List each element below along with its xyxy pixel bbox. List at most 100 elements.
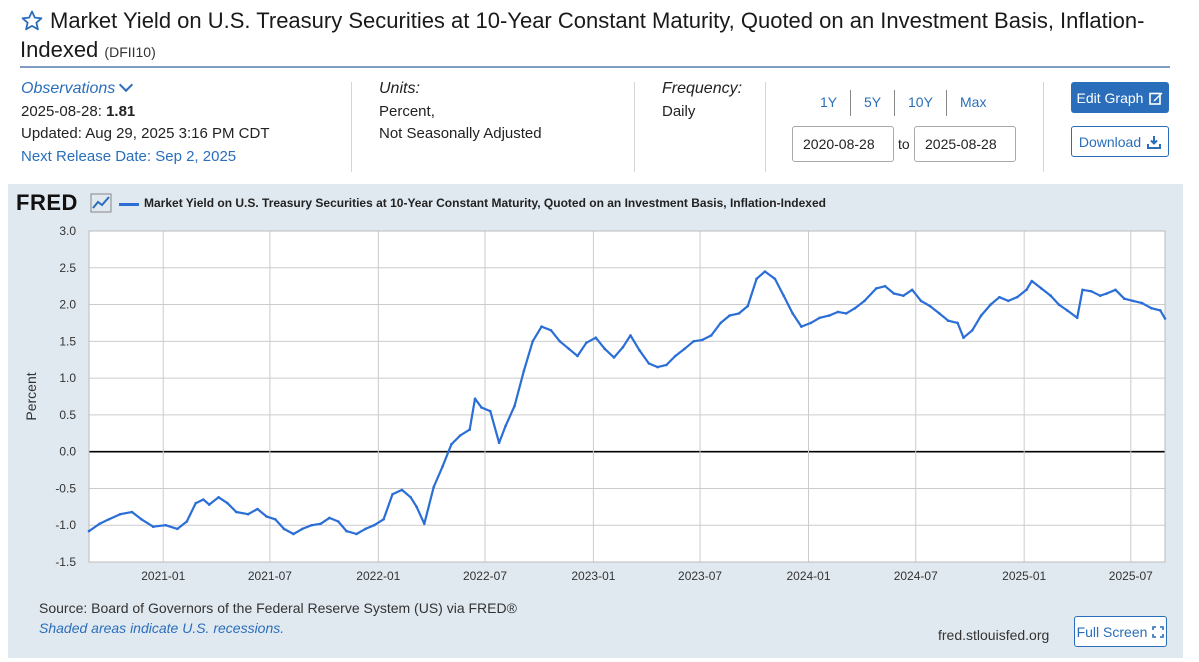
edit-icon xyxy=(1149,92,1163,105)
data-point xyxy=(1114,288,1117,292)
data-point xyxy=(863,299,866,303)
range-5y-button[interactable]: 5Y xyxy=(864,94,882,110)
range-max-button[interactable]: Max xyxy=(960,94,987,110)
data-point xyxy=(558,340,562,343)
data-point xyxy=(176,527,179,531)
data-point xyxy=(489,409,492,413)
data-point xyxy=(919,299,923,303)
x-tick-label: 2022-01 xyxy=(356,569,400,583)
data-point xyxy=(409,496,413,499)
data-point xyxy=(728,314,731,317)
data-point xyxy=(818,316,821,320)
x-tick-label: 2023-07 xyxy=(678,569,722,583)
y-tick-label: -1.0 xyxy=(55,518,76,532)
data-point xyxy=(1131,299,1135,303)
legend-label: Market Yield on U.S. Treasury Securities… xyxy=(144,196,826,210)
series-line xyxy=(88,270,1166,536)
data-point xyxy=(629,334,632,337)
x-tick-label: 2021-07 xyxy=(248,569,292,583)
data-point xyxy=(282,527,286,531)
data-point xyxy=(194,501,197,505)
data-point xyxy=(1140,301,1144,305)
data-point xyxy=(337,520,340,523)
data-point xyxy=(809,321,813,325)
data-point xyxy=(1057,303,1061,306)
data-point xyxy=(458,434,462,437)
title-line-1: Market Yield on U.S. Treasury Securities… xyxy=(50,8,1145,33)
data-point xyxy=(1040,287,1043,290)
divider xyxy=(894,90,895,116)
data-point xyxy=(164,523,167,527)
data-point xyxy=(989,303,992,306)
divider xyxy=(850,90,851,116)
data-point xyxy=(1015,295,1019,299)
data-point xyxy=(701,338,704,342)
y-tick-label: -1.5 xyxy=(55,555,76,569)
data-point xyxy=(836,310,840,314)
data-point xyxy=(1163,317,1167,320)
data-point xyxy=(151,525,155,528)
data-point xyxy=(755,277,758,281)
data-point xyxy=(647,362,651,365)
download-button[interactable]: Download xyxy=(1071,126,1169,157)
data-point xyxy=(328,516,331,520)
data-point xyxy=(87,529,91,533)
range-1y-button[interactable]: 1Y xyxy=(820,94,838,110)
data-point xyxy=(902,294,905,297)
data-point xyxy=(256,507,259,511)
data-point xyxy=(998,295,1001,299)
data-point xyxy=(549,329,553,332)
divider xyxy=(946,90,947,116)
data-point xyxy=(1123,297,1126,300)
data-point xyxy=(265,515,268,518)
data-point xyxy=(1025,288,1028,292)
data-point xyxy=(235,510,238,514)
data-point xyxy=(207,503,211,506)
title-divider xyxy=(20,66,1170,68)
data-point xyxy=(656,365,659,369)
end-date-input[interactable] xyxy=(914,126,1016,162)
data-point xyxy=(497,441,501,445)
edit-graph-button[interactable]: Edit Graph xyxy=(1071,82,1169,113)
data-point xyxy=(246,512,250,516)
data-point xyxy=(683,347,686,350)
download-icon xyxy=(1147,135,1162,149)
data-point xyxy=(763,270,767,273)
series-points xyxy=(87,270,1167,536)
data-point xyxy=(273,518,277,521)
x-tick-label: 2025-01 xyxy=(1002,569,1046,583)
range-10y-button[interactable]: 10Y xyxy=(908,94,933,110)
download-label: Download xyxy=(1078,133,1142,150)
y-tick-label: 2.5 xyxy=(59,261,76,275)
data-point xyxy=(185,520,189,523)
data-point xyxy=(432,485,436,489)
observations-dropdown[interactable]: Observations xyxy=(21,77,270,101)
data-point xyxy=(710,334,713,337)
data-point xyxy=(450,443,453,446)
data-point xyxy=(372,523,376,527)
data-point xyxy=(301,527,304,531)
next-release-link[interactable]: Next Release Date: Sep 2, 2025 xyxy=(21,147,237,165)
edit-graph-label: Edit Graph xyxy=(1076,89,1144,106)
y-tick-label: 0.5 xyxy=(59,408,76,422)
data-point xyxy=(621,345,625,349)
data-point xyxy=(674,354,677,358)
full-screen-button[interactable]: Full Screen xyxy=(1074,616,1167,647)
star-icon[interactable] xyxy=(20,9,44,33)
data-point xyxy=(844,312,848,315)
recession-note: Shaded areas indicate U.S. recessions. xyxy=(39,620,285,636)
data-point xyxy=(737,312,741,315)
data-point xyxy=(665,363,668,367)
source-text: Source: Board of Governors of the Federa… xyxy=(39,600,517,616)
data-point xyxy=(638,348,641,352)
data-point xyxy=(875,287,878,290)
data-point xyxy=(971,329,974,332)
start-date-input[interactable] xyxy=(792,126,894,162)
data-point xyxy=(1065,309,1069,312)
units-panel: Units: Percent, Not Seasonally Adjusted xyxy=(379,78,542,146)
data-point xyxy=(1150,306,1153,310)
divider xyxy=(351,82,352,172)
data-point xyxy=(853,306,857,310)
data-point xyxy=(692,340,695,343)
to-label: to xyxy=(898,136,910,152)
